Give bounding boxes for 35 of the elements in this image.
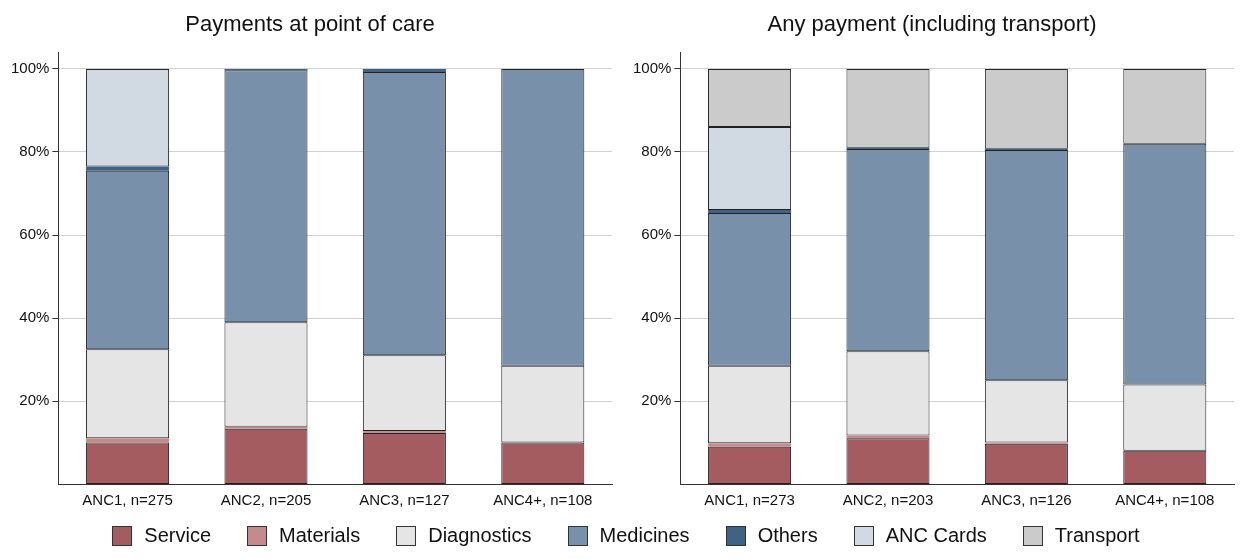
y-tick-label: 100%: [10, 59, 50, 77]
legend-label: ANC Cards: [885, 524, 987, 547]
bar: [362, 69, 446, 72]
y-tick-label: 60%: [19, 225, 50, 243]
chart-title: Any payment (including transport): [767, 11, 1097, 37]
x-tick-label: ANC2, n=203: [842, 491, 934, 509]
y-tick-label: 80%: [641, 142, 672, 160]
y-tick-label: 60%: [641, 225, 672, 243]
legend-label: Transport: [1054, 524, 1140, 547]
legend-label: Service: [144, 524, 212, 547]
legend-label: Diagnostics: [428, 524, 532, 547]
y-tick-label: 20%: [19, 391, 50, 409]
y-tick-label: 20%: [641, 391, 672, 409]
x-tick-label: ANC1, n=275: [82, 491, 173, 509]
legend-label: Others: [757, 524, 818, 547]
bar: [86, 166, 170, 171]
chart-title: Payments at point of care: [185, 11, 435, 37]
bar: [708, 210, 792, 214]
x-tick-label: ANC4+, n=108: [1115, 491, 1215, 509]
bar: [362, 430, 446, 433]
bar: [86, 438, 170, 443]
x-tick-label: ANC1, n=273: [704, 491, 795, 509]
y-tick-label: 40%: [19, 308, 50, 326]
y-tick-label: 40%: [641, 308, 672, 326]
x-tick-label: ANC3, n=127: [359, 491, 450, 509]
bar: [708, 443, 792, 447]
x-tick-label: ANC2, n=205: [220, 491, 312, 509]
x-tick-label: ANC4+, n=108: [493, 491, 593, 509]
x-tick-label: ANC3, n=126: [981, 491, 1072, 509]
legend-label: Medicines: [599, 524, 690, 547]
legend-label: Materials: [279, 524, 361, 547]
bar: [224, 426, 308, 429]
bar: [846, 435, 930, 439]
y-tick-label: 80%: [19, 142, 50, 160]
y-tick-label: 100%: [632, 59, 672, 77]
